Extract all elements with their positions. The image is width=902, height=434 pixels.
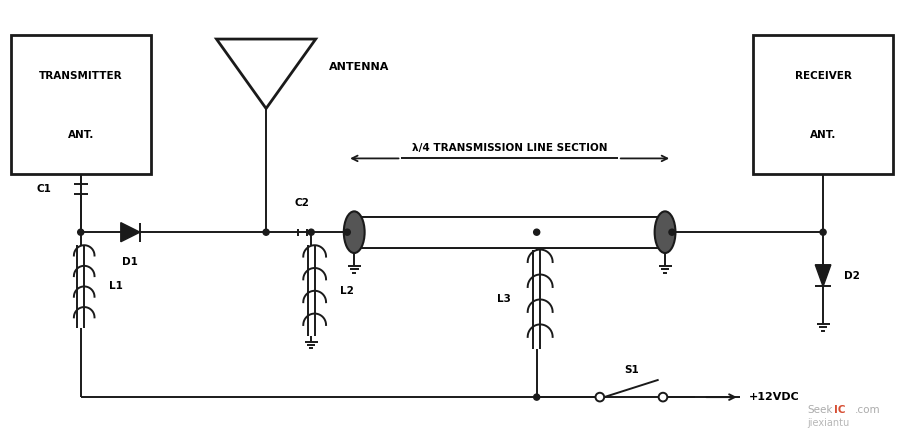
Text: .com: .com bbox=[855, 405, 880, 415]
Ellipse shape bbox=[344, 211, 364, 253]
Bar bbox=[753, 35, 893, 174]
Text: ANT.: ANT. bbox=[68, 130, 94, 140]
Text: ANTENNA: ANTENNA bbox=[329, 62, 390, 72]
Bar bbox=[361, 217, 658, 248]
Bar bbox=[11, 35, 151, 174]
Ellipse shape bbox=[820, 229, 826, 235]
Ellipse shape bbox=[308, 229, 314, 235]
Text: TRANSMITTER: TRANSMITTER bbox=[39, 71, 123, 82]
Ellipse shape bbox=[655, 211, 676, 253]
Ellipse shape bbox=[669, 229, 675, 235]
Text: D2: D2 bbox=[844, 270, 861, 281]
Text: C1: C1 bbox=[36, 184, 51, 194]
Text: λ/4 TRANSMISSION LINE SECTION: λ/4 TRANSMISSION LINE SECTION bbox=[412, 143, 607, 153]
Ellipse shape bbox=[78, 229, 84, 235]
Text: +12VDC: +12VDC bbox=[749, 392, 799, 402]
Ellipse shape bbox=[658, 393, 667, 401]
Ellipse shape bbox=[263, 229, 269, 235]
Text: L1: L1 bbox=[109, 281, 123, 292]
Text: Seek: Seek bbox=[807, 405, 833, 415]
Text: D1: D1 bbox=[123, 257, 138, 267]
Ellipse shape bbox=[534, 394, 539, 400]
Text: L2: L2 bbox=[339, 286, 354, 296]
Text: IC: IC bbox=[834, 405, 846, 415]
Text: jiexiantu: jiexiantu bbox=[807, 418, 850, 428]
Text: RECEIVER: RECEIVER bbox=[795, 71, 851, 82]
Text: ANT.: ANT. bbox=[810, 130, 836, 140]
Polygon shape bbox=[121, 223, 140, 242]
Ellipse shape bbox=[595, 393, 604, 401]
Text: L3: L3 bbox=[497, 294, 511, 305]
Ellipse shape bbox=[534, 229, 539, 235]
Ellipse shape bbox=[345, 229, 350, 235]
Polygon shape bbox=[815, 265, 831, 286]
Text: S1: S1 bbox=[624, 365, 639, 375]
Text: C2: C2 bbox=[295, 198, 309, 208]
Text: 杭州卢穣科技有限公司: 杭州卢穣科技有限公司 bbox=[384, 216, 518, 236]
